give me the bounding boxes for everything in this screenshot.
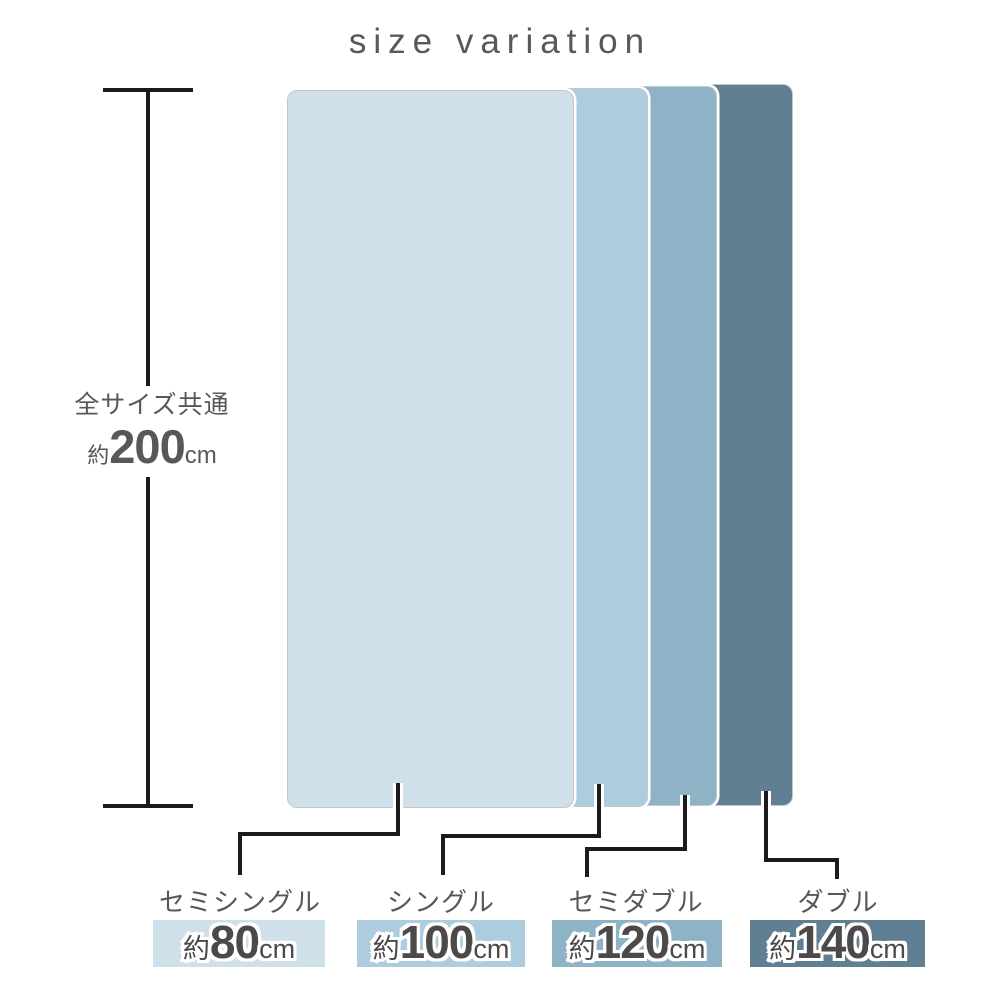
badge-unit-label: cm xyxy=(666,931,708,967)
height-unit-label: cm xyxy=(184,442,217,469)
size-label-semi-double: セミダブル xyxy=(568,887,704,917)
badge-approx-label: 約 xyxy=(566,931,599,967)
size-label-double: ダブル xyxy=(797,887,879,917)
badge-unit-label: cm xyxy=(470,931,512,967)
badge-value: 80 xyxy=(207,916,263,968)
badge-approx-label: 約 xyxy=(370,931,403,967)
badge-value: 120 xyxy=(593,916,674,968)
size-label-single: シングル xyxy=(386,887,495,917)
size-badge-semi-single: 約80cm xyxy=(153,916,325,968)
size-badge-semi-double: 約120cm xyxy=(552,916,722,968)
badge-value: 140 xyxy=(793,916,874,968)
callout-case-semi-double xyxy=(582,795,690,877)
mattress-rect-semi-single xyxy=(287,90,574,808)
badge-unit-label: cm xyxy=(256,931,298,967)
size-label-semi-single: セミシングル xyxy=(158,887,321,917)
height-approx-label: 約 xyxy=(87,443,110,468)
page-title: size variation xyxy=(348,22,652,61)
badge-unit-label: cm xyxy=(867,931,909,967)
height-measure-cap-bottom xyxy=(103,804,193,808)
size-badge-double: 約140cm xyxy=(750,916,925,968)
callout-line-semi-double xyxy=(585,795,687,877)
height-note-value: 約200cm xyxy=(52,422,252,471)
height-note-caption: 全サイズ共通 xyxy=(74,391,230,419)
size-badge-single: 約100cm xyxy=(357,916,525,968)
badge-approx-label: 約 xyxy=(180,931,213,967)
badge-value: 100 xyxy=(397,916,478,968)
height-value: 200 xyxy=(109,420,185,473)
badge-approx-label: 約 xyxy=(766,931,799,967)
height-note: 全サイズ共通 約200cm xyxy=(52,386,252,478)
